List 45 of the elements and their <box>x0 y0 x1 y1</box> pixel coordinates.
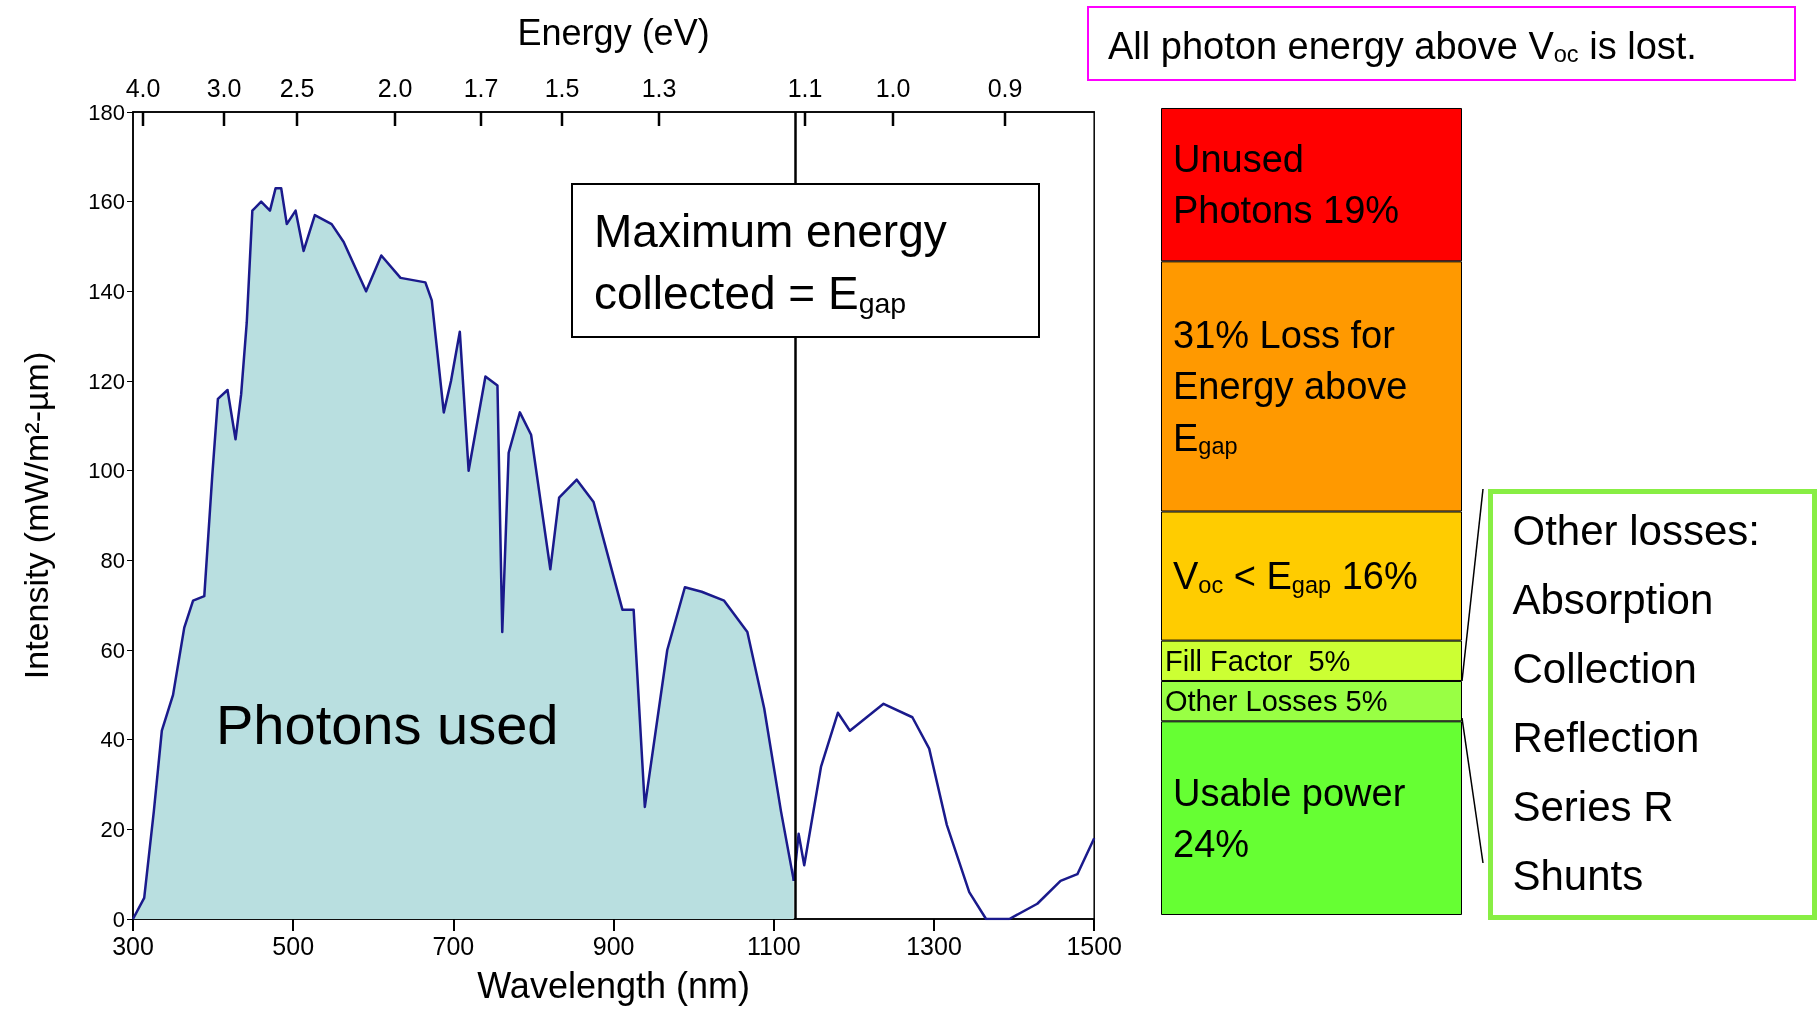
text: Series R <box>1512 783 1674 830</box>
text: 3.0 <box>206 73 242 102</box>
text: Shunts <box>1512 852 1644 899</box>
text: Reflection <box>1512 714 1700 761</box>
data-label: Fill Factor 5% <box>1165 644 1351 677</box>
x-tick-label: 500 <box>272 931 315 960</box>
text: 1.3 <box>641 73 677 102</box>
y-tick-label: 100 <box>88 458 125 484</box>
y-tick-label: 140 <box>88 278 125 304</box>
text: 1.1 <box>787 73 823 102</box>
text: 1.7 <box>463 73 499 102</box>
text: 4.0 <box>125 73 161 102</box>
text: Absorption <box>1512 576 1714 623</box>
text: Collection <box>1512 645 1697 692</box>
data-label: Other Losses 5% <box>1165 685 1388 718</box>
x-tick-label: 300 <box>112 931 154 960</box>
text: 1.0 <box>875 73 911 102</box>
data-label: Unused Photons 19% <box>1173 138 1400 232</box>
y-tick-label: 180 <box>88 99 125 125</box>
x-tick-label: 700 <box>432 931 475 960</box>
x-tick-label: 900 <box>592 931 635 960</box>
x-tick-label: 1100 <box>746 931 801 960</box>
data-label: 31% Loss for Energy above Egap <box>1173 314 1408 460</box>
y-tick-label: 0 <box>112 906 125 932</box>
text: All photon energy above Voc is lost. <box>1108 24 1697 68</box>
y-tick-label: 120 <box>88 368 125 394</box>
y-tick-label: 80 <box>100 547 125 573</box>
x-tick-label: 1500 <box>1066 931 1122 960</box>
data-label: Usable power 24% <box>1173 771 1406 865</box>
x-axis-title: Wavelength (nm) <box>477 964 750 1006</box>
text: 2.5 <box>279 73 315 102</box>
annotation: Photons used <box>216 692 559 756</box>
text: 2.0 <box>377 73 413 102</box>
text: Other losses: <box>1512 507 1760 554</box>
y-tick-label: 160 <box>88 189 125 215</box>
text: 1.5 <box>544 73 580 102</box>
annotation: Maximum energy collected = Egap <box>594 205 947 320</box>
y-tick-label: 20 <box>100 816 125 842</box>
y-tick-label: 40 <box>100 727 125 753</box>
x2-axis-title: Energy (eV) <box>517 11 710 53</box>
data-label: Voc < Egap 16% <box>1173 555 1418 598</box>
y-axis-title: Intensity (mW/m²-µm) <box>17 351 55 680</box>
x-tick-label: 1300 <box>906 931 962 960</box>
y-tick-label: 60 <box>100 637 125 663</box>
text: 0.9 <box>987 73 1023 102</box>
